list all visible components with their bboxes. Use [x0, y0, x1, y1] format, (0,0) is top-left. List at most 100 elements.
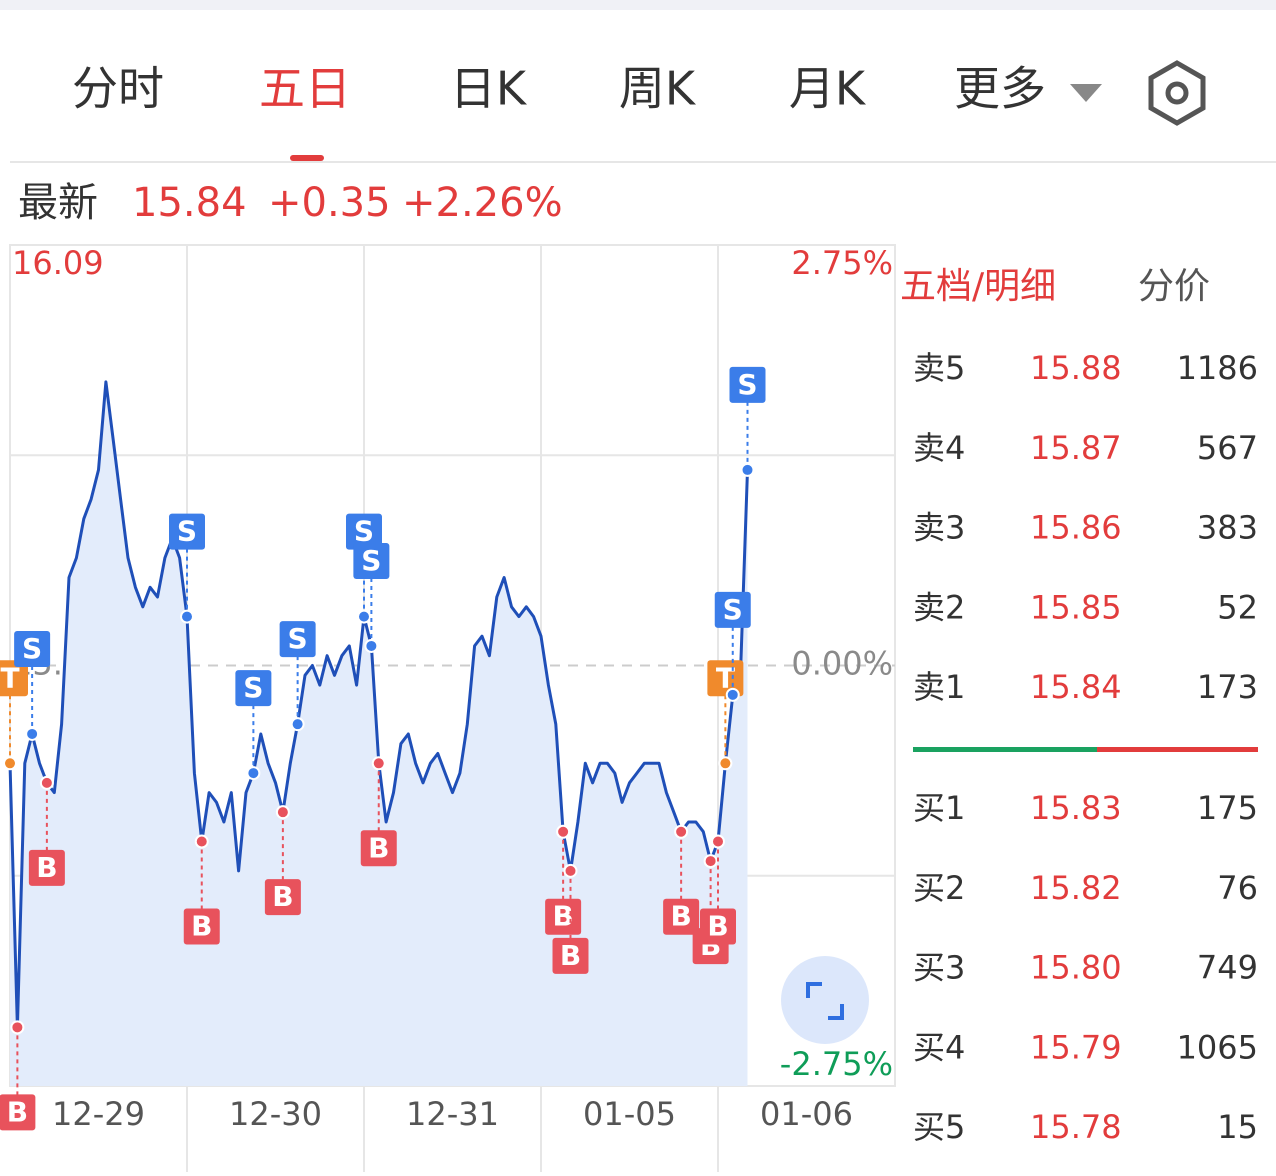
signal-flag	[169, 513, 205, 550]
signal-flag	[235, 670, 272, 707]
signal-dot	[25, 726, 40, 741]
x-tick-label: 12-31	[406, 1095, 499, 1133]
signal-label: S	[737, 368, 757, 401]
book-price: 15.78	[1030, 1108, 1122, 1146]
signal-dot	[357, 609, 371, 624]
book-volume: 15	[1217, 1108, 1258, 1146]
settings-icon[interactable]	[1148, 60, 1206, 126]
signal-label: S	[723, 593, 743, 626]
signal-flag	[707, 660, 744, 697]
signal-flag	[14, 630, 51, 667]
book-tab[interactable]: 分价	[1138, 266, 1210, 307]
book-label: 买4	[913, 1028, 965, 1066]
book-volume: 1065	[1177, 1028, 1258, 1066]
signal-dot	[718, 756, 733, 771]
signal-flag	[0, 660, 28, 697]
signal-flag	[552, 937, 589, 974]
signal-dot	[703, 854, 718, 869]
x-tick-label: 01-05	[583, 1095, 676, 1133]
book-price: 15.82	[1030, 869, 1122, 907]
signal-flag	[28, 849, 65, 886]
book-label: 卖2	[913, 588, 965, 626]
signal-flag	[700, 908, 736, 945]
book-price: 15.87	[1030, 429, 1122, 467]
book-label: 卖5	[913, 349, 965, 387]
book-label: 买3	[913, 949, 965, 987]
signal-dot	[563, 863, 578, 878]
book-volume: 1186	[1177, 349, 1258, 387]
signal-label: B	[707, 910, 728, 943]
signal-flag	[279, 621, 316, 658]
ratio-bar-sell	[1097, 747, 1258, 752]
signal-dot	[674, 824, 689, 839]
book-price: 15.83	[1030, 789, 1122, 827]
dropdown-arrow	[1070, 84, 1102, 102]
signal-dot	[3, 756, 17, 771]
y2-tick-label: 0.00%	[791, 645, 893, 683]
x-tick-label: 01-06	[760, 1095, 853, 1133]
book-tab[interactable]: 五档/明细	[900, 266, 1056, 307]
book-price: 15.84	[1030, 668, 1122, 706]
signal-dot	[711, 834, 725, 849]
signal-dot	[180, 609, 194, 624]
book-label: 买1	[913, 789, 965, 827]
signal-label: S	[361, 544, 381, 577]
tab[interactable]: 周K	[619, 62, 697, 116]
signal-dot	[10, 1020, 25, 1035]
signal-label: B	[7, 1095, 28, 1128]
signal-flag	[0, 1094, 36, 1131]
book-volume: 76	[1217, 869, 1258, 907]
signal-dot	[371, 756, 386, 771]
x-tick-label: 12-29	[52, 1095, 145, 1133]
signal-label: S	[354, 515, 374, 548]
signal-label: B	[552, 900, 573, 933]
signal-flag	[729, 366, 766, 403]
book-price: 15.85	[1030, 588, 1122, 626]
tab[interactable]: 月K	[789, 62, 867, 116]
x-tick-label: 12-30	[229, 1095, 322, 1133]
ratio-bar-buy	[913, 747, 1097, 752]
signal-flag	[663, 898, 700, 935]
signal-label: S	[243, 671, 263, 704]
signal-flag	[353, 542, 390, 579]
signal-dot	[556, 824, 571, 839]
signal-label: B	[191, 910, 212, 943]
book-label: 卖4	[913, 429, 965, 467]
fullscreen-button[interactable]	[781, 956, 869, 1044]
tab[interactable]: 更多	[954, 62, 1046, 116]
book-label: 买5	[913, 1108, 965, 1146]
y2-tick-label: -2.75%	[780, 1045, 893, 1083]
y2-tick-label: 2.75%	[791, 244, 893, 282]
tab[interactable]: 五日	[259, 62, 351, 116]
signal-dot	[725, 687, 740, 702]
book-price: 15.86	[1030, 509, 1122, 547]
quote-label: 最新	[18, 180, 98, 226]
book-volume: 567	[1197, 429, 1258, 467]
signal-dot	[290, 717, 305, 732]
y-tick-label: 16.09	[12, 244, 104, 282]
signal-dot	[364, 638, 379, 653]
signal-flag	[346, 513, 382, 550]
signal-label: B	[272, 880, 293, 913]
signal-label: B	[36, 851, 57, 884]
book-price: 15.79	[1030, 1028, 1122, 1066]
signal-label: B	[560, 939, 581, 972]
book-price: 15.88	[1030, 349, 1122, 387]
top-strip	[0, 0, 1276, 10]
signal-label: B	[670, 900, 691, 933]
book-volume: 749	[1197, 949, 1258, 987]
quote-price: 15.84	[132, 180, 247, 226]
tab[interactable]: 日K	[450, 62, 528, 116]
signal-label: S	[288, 622, 308, 655]
signal-label: B	[368, 831, 389, 864]
book-label: 卖3	[913, 509, 965, 547]
book-label: 卖1	[913, 668, 965, 706]
tab[interactable]: 分时	[72, 62, 164, 116]
signal-label: T	[0, 661, 19, 694]
quote-change: +0.35	[268, 180, 391, 226]
signal-label: T	[716, 661, 735, 694]
